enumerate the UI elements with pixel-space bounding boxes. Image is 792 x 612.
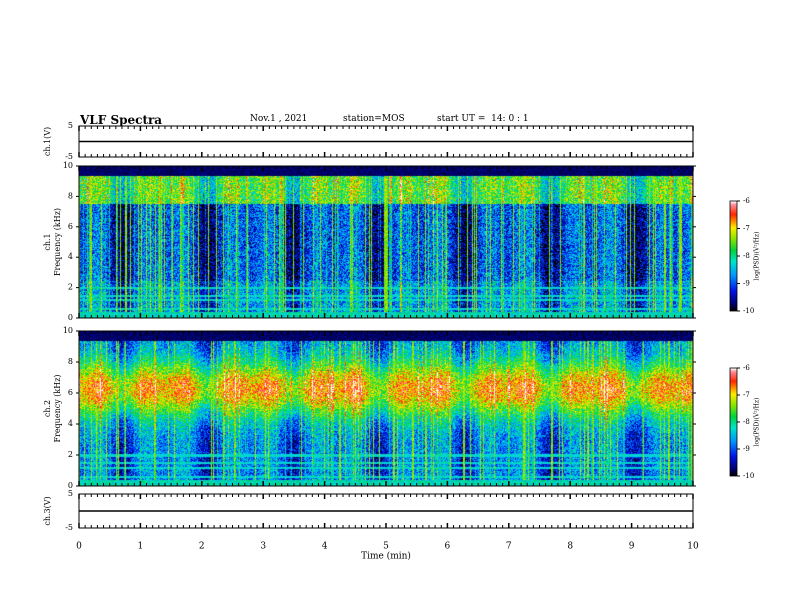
ch1-colorbar-image <box>730 201 737 311</box>
ch1-colorbar-frame <box>729 200 738 312</box>
ch2-freq-tick-label-1: 2 <box>68 450 73 459</box>
ch3-ytick-label-1: -5 <box>65 523 73 532</box>
ch3-ytick-label-0: 5 <box>68 489 73 498</box>
ch2-freq-tick-label-3: 6 <box>68 388 73 397</box>
ch1-colorbar-tick-label-0: -6 <box>743 197 750 205</box>
panel-frame-3 <box>78 330 694 487</box>
xtick-label-5: 5 <box>383 542 389 552</box>
xtick-label-7: 7 <box>506 542 512 552</box>
ch1-freq-tick-label-1: 2 <box>68 283 73 292</box>
xtick-label-0: 0 <box>76 542 82 552</box>
ch1-spectrogram-image <box>79 166 693 318</box>
ch1-colorbar-tick-label-1: -7 <box>743 225 750 233</box>
ch2-colorbar-tick-label-4: -10 <box>743 472 754 480</box>
xtick-label-10: 10 <box>687 542 699 552</box>
ch2-colorbar-frame <box>729 367 738 477</box>
ch2-ylabel-line-0: ch.2 <box>43 400 52 417</box>
date-label: Nov.1 , 2021 <box>250 114 308 124</box>
ch1-freq-tick-label-2: 4 <box>68 252 73 261</box>
ch1-freq-tick-label-3: 6 <box>68 222 73 231</box>
ch2-colorbar-label: log(PSD)(V²/Hz) <box>754 398 761 447</box>
ch1-ytick-label-0: 5 <box>68 121 73 130</box>
ch1-ytick-label-1: -5 <box>65 152 73 161</box>
ch1-colorbar-tick-label-4: -10 <box>743 307 754 315</box>
xtick-label-3: 3 <box>260 542 266 552</box>
ch1-freq-tick-label-0: 0 <box>68 313 73 322</box>
ch2-colorbar-tick-label-2: -8 <box>743 418 750 426</box>
ch2-freq-tick-label-2: 4 <box>68 419 73 428</box>
ch1-colorbar-label: log(PSD)(V²/Hz) <box>754 232 761 281</box>
ch2-freq-tick-label-5: 10 <box>63 326 73 335</box>
ch2-colorbar-tick-label-3: -9 <box>743 445 750 453</box>
station-label: station=MOS <box>343 114 405 124</box>
ch1-ylabel-line-0: ch.1 <box>43 233 52 250</box>
ch1-freq-tick-label-5: 10 <box>63 161 73 170</box>
figure-title: VLF Spectra <box>80 113 163 127</box>
ch1-freq-tick-label-4: 8 <box>68 191 73 200</box>
ch1-ylabel: ch.1(V) <box>43 127 52 156</box>
ch2-freq-tick-label-0: 0 <box>68 481 73 490</box>
ch2-freq-tick-label-4: 8 <box>68 357 73 366</box>
ch1-ylabel-line-1: Frequency (kHz) <box>53 208 62 276</box>
panel-frame-2 <box>78 165 694 319</box>
start-ut-label: start UT = 14: 0 : 1 <box>437 114 529 124</box>
ch2-colorbar-tick-label-0: -6 <box>743 364 750 372</box>
xaxis-label: Time (min) <box>361 551 411 562</box>
xtick-label-8: 8 <box>567 542 573 552</box>
ch2-spectrogram-image <box>79 331 693 486</box>
xtick-label-1: 1 <box>138 542 144 552</box>
xtick-label-9: 9 <box>629 542 635 552</box>
ch1-colorbar-tick-label-3: -9 <box>743 280 750 288</box>
xtick-label-6: 6 <box>445 542 451 552</box>
ch3-ylabel: ch.3(V) <box>43 496 52 525</box>
xtick-label-2: 2 <box>199 542 205 552</box>
ch2-colorbar-tick-label-1: -7 <box>743 391 750 399</box>
ch1-colorbar-tick-label-2: -8 <box>743 252 750 260</box>
xtick-label-4: 4 <box>322 542 328 552</box>
ch2-colorbar-image <box>730 368 737 476</box>
ch2-ylabel-line-1: Frequency (kHz) <box>53 374 62 442</box>
